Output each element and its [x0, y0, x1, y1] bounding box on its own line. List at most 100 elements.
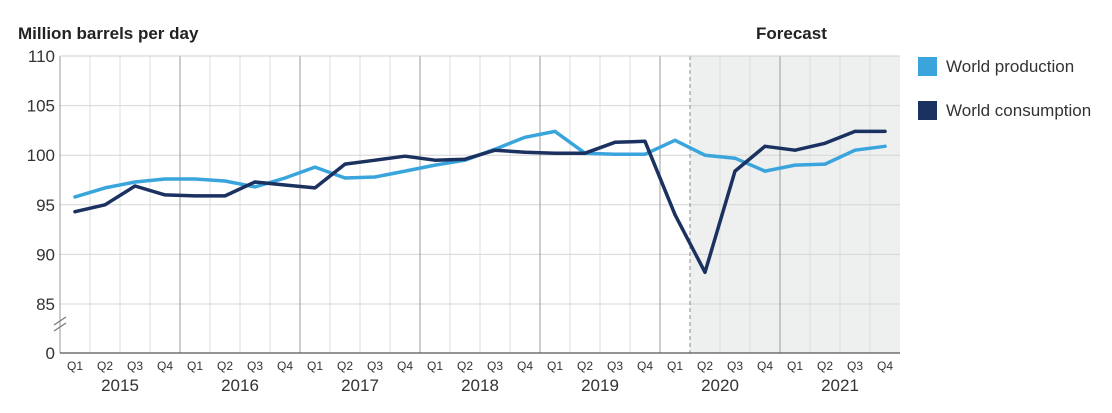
- quarter-tick-label: Q1: [67, 359, 83, 373]
- data-point-world-consumption: [493, 148, 497, 152]
- data-point-world-consumption: [853, 129, 857, 133]
- y-tick-label: 85: [36, 295, 55, 314]
- data-point-world-production: [523, 135, 527, 139]
- data-point-world-production: [433, 163, 437, 167]
- data-point-world-production: [73, 195, 77, 199]
- data-point-world-consumption: [283, 183, 287, 187]
- quarter-tick-label: Q2: [217, 359, 233, 373]
- data-point-world-production: [823, 162, 827, 166]
- data-point-world-consumption: [103, 203, 107, 207]
- series-lines: [73, 129, 887, 275]
- data-point-world-production: [193, 177, 197, 181]
- data-point-world-production: [343, 176, 347, 180]
- data-point-world-consumption: [403, 154, 407, 158]
- axis-break-mark: [53, 316, 67, 326]
- quarter-tick-label: Q3: [127, 359, 143, 373]
- y-tick-label: 0: [46, 344, 55, 363]
- data-point-world-consumption: [583, 151, 587, 155]
- data-point-world-consumption: [343, 162, 347, 166]
- gridlines: [60, 55, 900, 353]
- data-point-world-production: [403, 169, 407, 173]
- data-point-world-production: [163, 177, 167, 181]
- quarter-tick-label: Q3: [487, 359, 503, 373]
- quarter-tick-label: Q1: [667, 359, 683, 373]
- y-axis-unit-label: Million barrels per day: [18, 24, 199, 43]
- data-point-world-consumption: [373, 158, 377, 162]
- data-point-world-consumption: [193, 194, 197, 198]
- quarter-tick-label: Q4: [397, 359, 413, 373]
- y-tick-label: 100: [27, 146, 55, 165]
- data-point-world-consumption: [223, 194, 227, 198]
- legend: World production World consumption: [918, 56, 1108, 144]
- year-label: 2017: [341, 376, 379, 395]
- quarter-tick-label: Q1: [307, 359, 323, 373]
- data-point-world-consumption: [133, 184, 137, 188]
- quarter-tick-label: Q3: [727, 359, 743, 373]
- data-point-world-consumption: [163, 193, 167, 197]
- tick-labels: 0 85 90 95 100 105 110 Q1 Q2 Q3 Q4 Q1 Q2 Q3 Q4 Q1 Q2 Q3 Q4…: [27, 47, 894, 395]
- data-point-world-production: [223, 179, 227, 183]
- data-point-world-production: [643, 152, 647, 156]
- data-point-world-production: [733, 156, 737, 160]
- y-tick-label: 110: [28, 47, 55, 66]
- data-point-world-consumption: [793, 148, 797, 152]
- axes: [53, 55, 900, 354]
- data-point-world-consumption: [823, 141, 827, 145]
- series-line-world-consumption: [73, 129, 887, 275]
- quarter-tick-label: Q4: [277, 359, 293, 373]
- data-point-world-consumption: [553, 151, 557, 155]
- data-point-world-consumption: [73, 210, 77, 214]
- quarter-tick-label: Q4: [637, 359, 653, 373]
- forecast-label: Forecast: [756, 24, 827, 43]
- year-label: 2021: [821, 376, 859, 395]
- data-point-world-production: [793, 163, 797, 167]
- data-point-world-consumption: [883, 129, 887, 133]
- year-label: 2016: [221, 376, 259, 395]
- data-point-world-production: [253, 185, 257, 189]
- data-point-world-consumption: [703, 270, 707, 274]
- data-point-world-consumption: [643, 139, 647, 143]
- legend-swatch-world-production: [918, 57, 937, 76]
- year-label: 2018: [461, 376, 499, 395]
- data-point-world-consumption: [253, 180, 257, 184]
- quarter-tick-label: Q1: [427, 359, 443, 373]
- data-point-world-consumption: [463, 157, 467, 161]
- data-point-world-production: [703, 153, 707, 157]
- year-label: 2015: [101, 376, 139, 395]
- quarter-tick-label: Q1: [787, 359, 803, 373]
- data-point-world-production: [133, 180, 137, 184]
- quarter-tick-label: Q4: [517, 359, 533, 373]
- data-point-world-production: [763, 169, 767, 173]
- quarter-tick-label: Q2: [97, 359, 113, 373]
- y-tick-label: 90: [36, 245, 55, 264]
- data-point-world-production: [553, 129, 557, 133]
- quarter-tick-label: Q2: [697, 359, 713, 373]
- data-point-world-production: [313, 165, 317, 169]
- legend-label-world-production: World production: [946, 57, 1075, 76]
- year-label: 2020: [701, 376, 739, 395]
- data-point-world-production: [883, 144, 887, 148]
- data-point-world-production: [673, 138, 677, 142]
- legend-item-world-production: World production: [918, 56, 1108, 78]
- axis-break-mark: [53, 322, 67, 332]
- quarter-tick-label: Q1: [547, 359, 563, 373]
- quarter-tick-label: Q1: [187, 359, 203, 373]
- quarter-tick-label: Q4: [877, 359, 893, 373]
- legend-item-world-consumption: World consumption: [918, 100, 1108, 122]
- quarter-tick-label: Q2: [817, 359, 833, 373]
- quarter-tick-label: Q3: [247, 359, 263, 373]
- quarter-tick-label: Q2: [457, 359, 473, 373]
- data-point-world-consumption: [433, 158, 437, 162]
- data-point-world-consumption: [313, 186, 317, 190]
- data-point-world-production: [373, 175, 377, 179]
- data-point-world-production: [103, 186, 107, 190]
- data-point-world-consumption: [763, 144, 767, 148]
- quarter-tick-label: Q3: [367, 359, 383, 373]
- legend-swatch-world-consumption: [918, 101, 937, 120]
- y-tick-label: 105: [27, 97, 55, 116]
- y-tick-label: 95: [36, 196, 55, 215]
- data-point-world-production: [853, 148, 857, 152]
- data-point-world-production: [283, 176, 287, 180]
- year-label: 2019: [581, 376, 619, 395]
